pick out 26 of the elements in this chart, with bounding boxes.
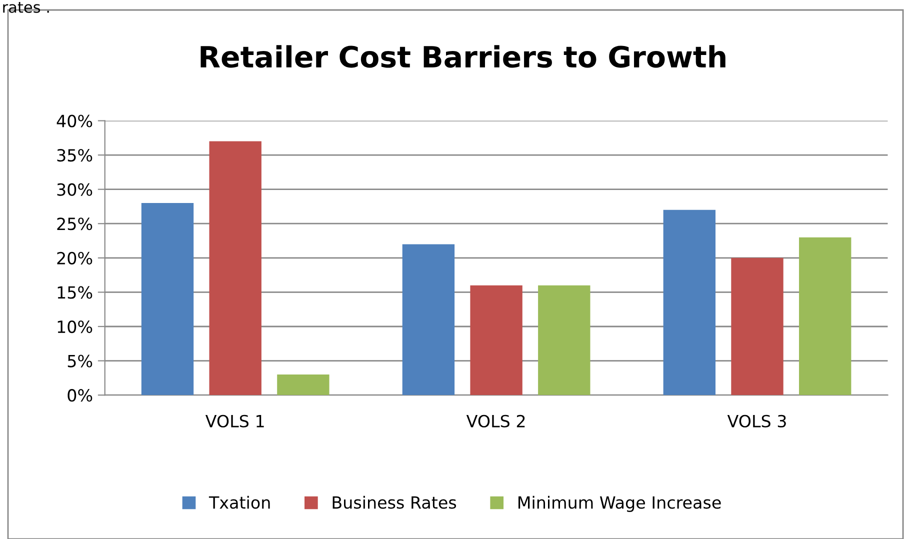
legend-label: Minimum Wage Increase	[518, 496, 721, 512]
bar	[470, 285, 522, 396]
y-tick-label: 20%	[57, 252, 92, 264]
bar	[799, 237, 852, 396]
bar	[141, 203, 194, 396]
chart-title: Retailer Cost Barriers to Growth	[200, 45, 726, 68]
bar	[402, 244, 455, 396]
x-tick-label: VOLS 1	[205, 414, 264, 428]
y-tick-label: 30%	[57, 183, 92, 196]
x-tick-label: VOLS 2	[466, 414, 525, 428]
y-tick-label: 0%	[68, 389, 92, 402]
bar	[731, 258, 784, 396]
y-tick-label: 15%	[58, 286, 92, 299]
y-tick-label: 10%	[58, 320, 92, 334]
bar	[538, 285, 590, 396]
bar	[663, 210, 716, 396]
x-tick-label: VOLS 3	[727, 414, 786, 428]
y-tick-label: 35%	[57, 148, 92, 162]
y-tick-label: 40%	[56, 114, 92, 128]
bar	[277, 374, 330, 396]
legend-label: Txation	[208, 496, 270, 509]
y-tick-label: 25%	[57, 218, 92, 230]
text: rates .	[3, 2, 49, 13]
bar	[209, 141, 262, 396]
legend-label: Business Rates	[332, 496, 456, 509]
y-tick-label: 5%	[68, 354, 92, 368]
